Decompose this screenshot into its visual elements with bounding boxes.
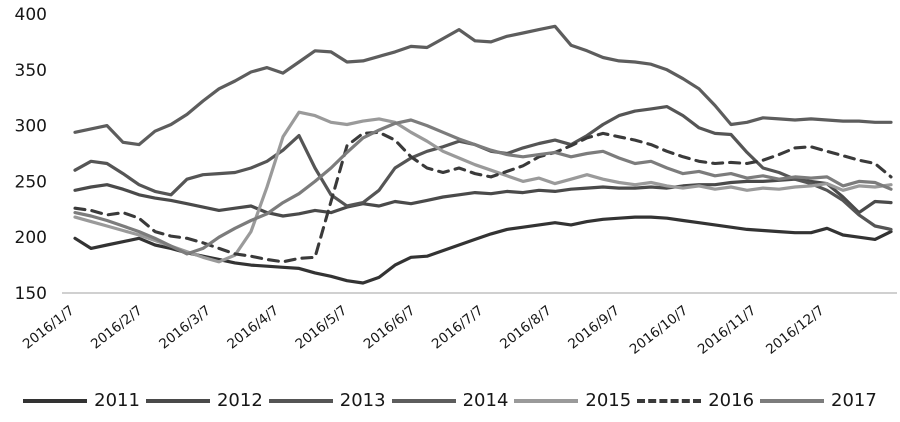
series-line-2012 [73, 177, 893, 218]
x-axis-tick-label: 2016/4/7 [224, 303, 282, 353]
y-axis-tick-label: 250 [15, 172, 47, 192]
legend-swatch-2016 [637, 399, 702, 403]
legend-swatch-2011 [23, 399, 88, 403]
legend-item-2012: 2012 [145, 390, 263, 411]
legend-item-2014: 2014 [391, 390, 509, 411]
x-axis-tick-label: 2016/12/7 [763, 303, 827, 358]
x-axis-tick-label: 2016/3/7 [156, 303, 214, 353]
x-axis-tick-label: 2016/9/7 [565, 303, 623, 353]
y-axis-tick-label: 350 [15, 61, 47, 81]
series-line-2017 [73, 118, 893, 256]
legend-label-2011: 2011 [94, 390, 140, 411]
x-axis-tick-label: 2016/10/7 [627, 303, 691, 358]
x-axis-tick-label: 2016/5/7 [293, 303, 351, 353]
series-line-2014 [73, 24, 893, 147]
legend-swatch-2014 [391, 399, 456, 403]
y-axis-tick-label: 300 [15, 117, 47, 137]
x-axis-tick-label: 2016/7/7 [429, 303, 487, 353]
legend-label-2014: 2014 [462, 390, 509, 411]
x-axis-tick-label: 2016/6/7 [361, 303, 419, 353]
legend-label-2015: 2015 [585, 390, 632, 411]
legend-item-2011: 2011 [23, 392, 140, 410]
legend-label-2017: 2017 [831, 390, 877, 411]
series-line-2016 [73, 130, 893, 264]
series-line-2011 [73, 215, 893, 285]
x-axis-tick-label: 2016/8/7 [497, 303, 555, 353]
series-line-2015 [73, 110, 893, 264]
y-axis-tick-label: 400 [15, 5, 47, 25]
legend-swatch-2012 [145, 399, 210, 403]
legend-label-2016: 2016 [708, 390, 755, 411]
seasonal-price-line-chart: 400 350 300 250 200 150 2016/1/7 2016/2/7 2016/3… [15, 5, 897, 358]
legend-item-2013: 2013 [268, 390, 386, 411]
y-axis-tick-label: 150 [15, 284, 47, 304]
x-axis-tick-label: 2016/2/7 [88, 303, 146, 353]
legend-item-2016: 2016 [637, 392, 754, 410]
legend-item-2017: 2017 [760, 392, 877, 410]
legend-label-2013: 2013 [339, 390, 386, 411]
chart-legend: 2011 2012 2013 2014 2015 2016 2017 [0, 384, 900, 418]
legend-swatch-2017 [760, 399, 825, 403]
legend-swatch-2013 [268, 399, 333, 403]
legend-swatch-2015 [514, 399, 579, 403]
x-axis-tick-label: 2016/1/7 [20, 303, 78, 353]
legend-label-2012: 2012 [216, 390, 263, 411]
x-axis-tick-label: 2016/11/7 [695, 303, 759, 358]
y-axis-tick-label: 200 [15, 228, 47, 248]
legend-item-2015: 2015 [514, 392, 631, 410]
